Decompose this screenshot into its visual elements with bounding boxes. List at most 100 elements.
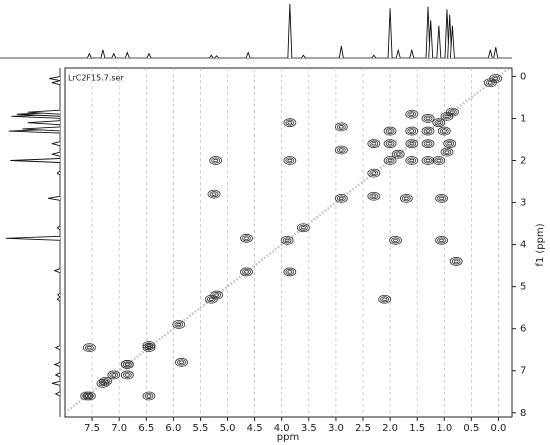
x-tick-label: 4.5 — [247, 423, 263, 434]
contour-ring — [367, 168, 381, 178]
cross-peak — [421, 156, 435, 165]
cross-peak — [99, 376, 113, 386]
cross-peak — [296, 223, 310, 233]
contour-ring — [409, 129, 415, 133]
contour-ring — [436, 120, 442, 125]
contour-ring — [240, 267, 253, 277]
contour-ring — [244, 270, 249, 274]
contour-ring — [211, 192, 217, 196]
contour-ring — [371, 141, 377, 146]
left-projection-peak — [54, 345, 61, 351]
contour-ring — [209, 191, 219, 198]
contour-ring — [296, 223, 310, 233]
contour-ring — [177, 359, 186, 366]
contour-ring — [439, 238, 444, 243]
contour-ring — [399, 193, 413, 203]
contour-ring — [405, 139, 419, 149]
cross-peak — [383, 139, 397, 149]
top-projection-peak — [124, 51, 130, 59]
contour-ring — [447, 141, 453, 146]
cross-peak — [435, 235, 448, 245]
contour-ring — [283, 267, 297, 277]
contour-ring — [336, 146, 346, 153]
contour-ring — [393, 238, 398, 243]
contour-ring — [409, 141, 415, 146]
contour-ring — [122, 361, 132, 368]
top-projection-peak — [245, 51, 251, 59]
cross-peak — [405, 126, 419, 136]
contour-ring — [437, 126, 451, 136]
cross-peak — [449, 257, 463, 266]
contour-ring — [174, 321, 184, 328]
cross-peak — [334, 193, 348, 203]
top-projection-peak — [493, 47, 499, 59]
contour-ring — [487, 81, 493, 85]
x-tick-label: 1.5 — [409, 423, 425, 434]
contour-ring — [447, 109, 457, 116]
x-tick-label: 3.0 — [328, 423, 344, 434]
diagonal — [64, 67, 511, 414]
contour-ring — [387, 158, 393, 163]
contour-ring — [434, 119, 444, 126]
top-projection-peak — [111, 52, 117, 59]
contour-ring — [207, 189, 221, 199]
x-tick-label: 0.0 — [491, 423, 507, 434]
cross-peak — [383, 156, 397, 165]
cross-peak — [405, 156, 419, 165]
contour-ring — [208, 297, 214, 301]
top-projection-peak — [86, 52, 92, 59]
contour-ring — [336, 123, 346, 130]
top-projection-peak — [208, 54, 214, 59]
y-tick-label: 0 — [520, 71, 526, 82]
contour-ring — [101, 378, 111, 385]
cross-peak — [82, 343, 96, 353]
cross-peak — [389, 235, 402, 245]
contour-ring — [423, 128, 433, 135]
contour-ring — [176, 322, 182, 327]
contour-ring — [280, 235, 294, 245]
x-tick-label: 7.5 — [84, 423, 100, 434]
x-axis-title: ppm — [277, 432, 299, 443]
contour-ring — [405, 109, 419, 119]
cross-peak — [283, 156, 297, 165]
top-projection-peak — [146, 52, 152, 59]
contour-ring — [210, 290, 224, 300]
cross-peak — [432, 118, 446, 128]
contour-ring — [451, 258, 461, 265]
x-tick-label: 1.0 — [436, 423, 452, 434]
top-projection-peak — [100, 49, 106, 59]
top-projection-peak — [214, 55, 220, 59]
contour-ring — [385, 157, 395, 164]
x-tick-label: 0.5 — [463, 423, 479, 434]
top-projection-peak — [395, 49, 401, 59]
contour-ring — [405, 126, 419, 136]
contour-ring — [387, 129, 393, 133]
y-axis-title: f1 (ppm) — [535, 223, 546, 266]
contour-ring — [369, 170, 379, 177]
contour-ring — [444, 114, 450, 119]
cross-peak — [283, 118, 297, 128]
contour-ring — [367, 139, 381, 149]
left-projection-peak — [27, 109, 61, 115]
contour-ring — [441, 129, 447, 133]
cross-peak — [107, 370, 121, 380]
contour-ring — [120, 360, 134, 369]
contour-ring — [338, 125, 344, 129]
contour-ring — [103, 379, 109, 383]
contour-ring — [146, 343, 152, 348]
cross-peak — [367, 139, 381, 149]
x-tick-label: 4.0 — [274, 423, 290, 434]
cross-peak — [378, 294, 392, 304]
contour-ring — [338, 148, 344, 152]
contour-ring — [240, 233, 253, 243]
contour-ring — [82, 391, 96, 401]
top-projection-peak — [301, 54, 306, 59]
chart-title: LrC2F15.7.ser — [68, 74, 124, 83]
contour-ring — [449, 257, 463, 266]
cross-peak — [207, 189, 221, 199]
contour-ring — [445, 140, 455, 147]
contour-ring — [213, 158, 219, 163]
contour-ring — [122, 371, 132, 378]
contour-ring — [214, 293, 220, 297]
contour-ring — [142, 391, 156, 401]
